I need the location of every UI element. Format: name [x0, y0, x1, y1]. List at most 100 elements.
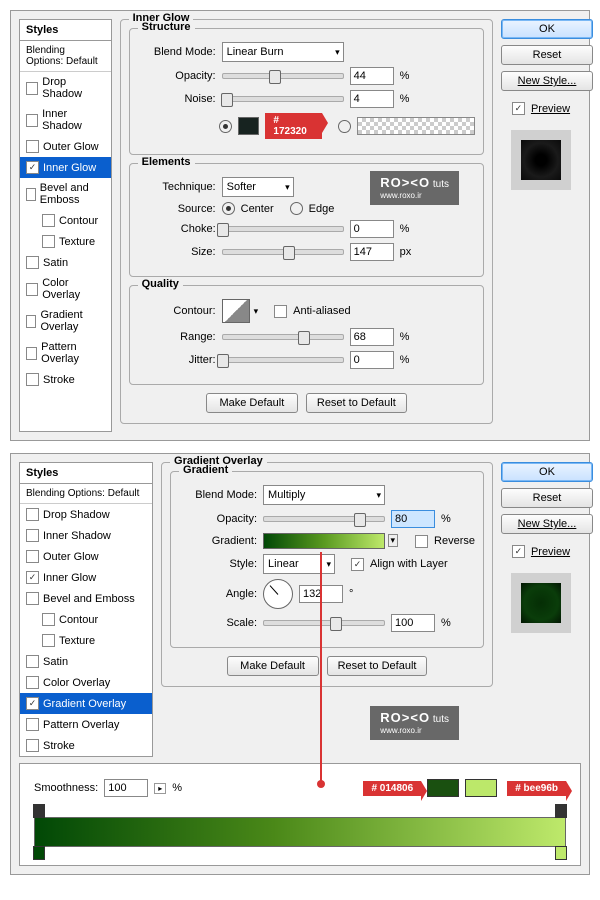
style-checkbox[interactable]: [26, 140, 39, 153]
choke-input[interactable]: 0: [350, 220, 394, 238]
style-checkbox[interactable]: [26, 508, 39, 521]
style-checkbox[interactable]: [26, 550, 39, 563]
choke-slider[interactable]: [222, 226, 344, 232]
style-item[interactable]: Bevel and Emboss: [20, 588, 152, 609]
style-item[interactable]: Outer Glow: [20, 136, 111, 157]
gradient-picker[interactable]: [263, 533, 385, 549]
style-checkbox[interactable]: [26, 256, 39, 269]
style-checkbox[interactable]: [26, 161, 39, 174]
style-item[interactable]: Pattern Overlay: [20, 337, 111, 369]
scale-slider[interactable]: [263, 620, 385, 626]
style-checkbox[interactable]: [26, 718, 39, 731]
blending-options[interactable]: Blending Options: Default: [20, 41, 111, 72]
style-checkbox[interactable]: [26, 676, 39, 689]
preview-checkbox[interactable]: [512, 102, 525, 115]
style-checkbox[interactable]: [26, 529, 39, 542]
opacity-stop[interactable]: [555, 804, 567, 818]
technique-select[interactable]: Softer: [222, 177, 294, 197]
opacity-stop[interactable]: [33, 804, 45, 818]
style-item[interactable]: Inner Glow: [20, 157, 111, 178]
make-default-button[interactable]: Make Default: [206, 393, 298, 413]
range-input[interactable]: 68: [350, 328, 394, 346]
style-select[interactable]: Linear: [263, 554, 335, 574]
opacity-input[interactable]: 80: [391, 510, 435, 528]
smoothness-dropdown-icon[interactable]: ▸: [154, 783, 166, 794]
edge-radio[interactable]: [290, 202, 303, 215]
style-item[interactable]: Inner Shadow: [20, 525, 152, 546]
opacity-input[interactable]: 44: [350, 67, 394, 85]
smoothness-input[interactable]: 100: [104, 779, 148, 797]
style-item[interactable]: Texture: [20, 231, 111, 252]
style-checkbox[interactable]: [42, 634, 55, 647]
reset-button[interactable]: Reset: [501, 45, 593, 65]
jitter-input[interactable]: 0: [350, 351, 394, 369]
preview-checkbox[interactable]: [512, 545, 525, 558]
style-item[interactable]: Drop Shadow: [20, 72, 111, 104]
style-item[interactable]: Pattern Overlay: [20, 714, 152, 735]
noise-slider[interactable]: [222, 96, 344, 102]
style-checkbox[interactable]: [26, 188, 36, 201]
style-item[interactable]: Gradient Overlay: [20, 305, 111, 337]
style-checkbox[interactable]: [42, 235, 55, 248]
style-checkbox[interactable]: [26, 373, 39, 386]
style-checkbox[interactable]: [42, 613, 55, 626]
style-checkbox[interactable]: [26, 739, 39, 752]
scale-input[interactable]: 100: [391, 614, 435, 632]
antialiased-checkbox[interactable]: [274, 305, 287, 318]
center-radio[interactable]: [222, 202, 235, 215]
style-item[interactable]: Inner Glow: [20, 567, 152, 588]
style-item[interactable]: Satin: [20, 252, 111, 273]
style-item[interactable]: Outer Glow: [20, 546, 152, 567]
ok-button[interactable]: OK: [501, 462, 593, 482]
range-slider[interactable]: [222, 334, 344, 340]
style-checkbox[interactable]: [26, 315, 36, 328]
style-item[interactable]: Stroke: [20, 369, 111, 390]
reset-button[interactable]: Reset: [501, 488, 593, 508]
style-item[interactable]: Texture: [20, 630, 152, 651]
gradient-radio[interactable]: [338, 120, 351, 133]
new-style-button[interactable]: New Style...: [501, 71, 593, 91]
gradient-bar[interactable]: [34, 817, 566, 847]
color-swatch[interactable]: [238, 117, 259, 135]
style-checkbox[interactable]: [26, 571, 39, 584]
ok-button[interactable]: OK: [501, 19, 593, 39]
style-item[interactable]: Drop Shadow: [20, 504, 152, 525]
opacity-slider[interactable]: [263, 516, 385, 522]
size-slider[interactable]: [222, 249, 344, 255]
style-item[interactable]: Bevel and Emboss: [20, 178, 111, 210]
angle-dial[interactable]: [263, 579, 293, 609]
style-item[interactable]: Stroke: [20, 735, 152, 756]
gradient-picker[interactable]: [357, 117, 475, 135]
style-item[interactable]: Color Overlay: [20, 273, 111, 305]
style-item[interactable]: Inner Shadow: [20, 104, 111, 136]
blending-options[interactable]: Blending Options: Default: [20, 484, 152, 504]
noise-input[interactable]: 4: [350, 90, 394, 108]
opacity-slider[interactable]: [222, 73, 344, 79]
style-item[interactable]: Gradient Overlay: [20, 693, 152, 714]
style-item[interactable]: Satin: [20, 651, 152, 672]
make-default-button[interactable]: Make Default: [227, 656, 319, 676]
new-style-button[interactable]: New Style...: [501, 514, 593, 534]
solid-color-radio[interactable]: [219, 120, 232, 133]
color-stop[interactable]: [555, 846, 567, 860]
reset-default-button[interactable]: Reset to Default: [327, 656, 428, 676]
style-checkbox[interactable]: [26, 82, 38, 95]
blend-mode-select[interactable]: Linear Burn: [222, 42, 344, 62]
style-checkbox[interactable]: [26, 283, 38, 296]
style-item[interactable]: Color Overlay: [20, 672, 152, 693]
size-input[interactable]: 147: [350, 243, 394, 261]
style-checkbox[interactable]: [26, 347, 37, 360]
reverse-checkbox[interactable]: [415, 535, 428, 548]
color-stop[interactable]: [33, 846, 45, 860]
reset-default-button[interactable]: Reset to Default: [306, 393, 407, 413]
style-checkbox[interactable]: [26, 114, 38, 127]
blend-mode-select[interactable]: Multiply: [263, 485, 385, 505]
align-checkbox[interactable]: [351, 558, 364, 571]
contour-picker[interactable]: [222, 299, 250, 323]
style-checkbox[interactable]: [26, 697, 39, 710]
style-checkbox[interactable]: [42, 214, 55, 227]
style-item[interactable]: Contour: [20, 210, 111, 231]
jitter-slider[interactable]: [222, 357, 344, 363]
style-checkbox[interactable]: [26, 655, 39, 668]
style-item[interactable]: Contour: [20, 609, 152, 630]
